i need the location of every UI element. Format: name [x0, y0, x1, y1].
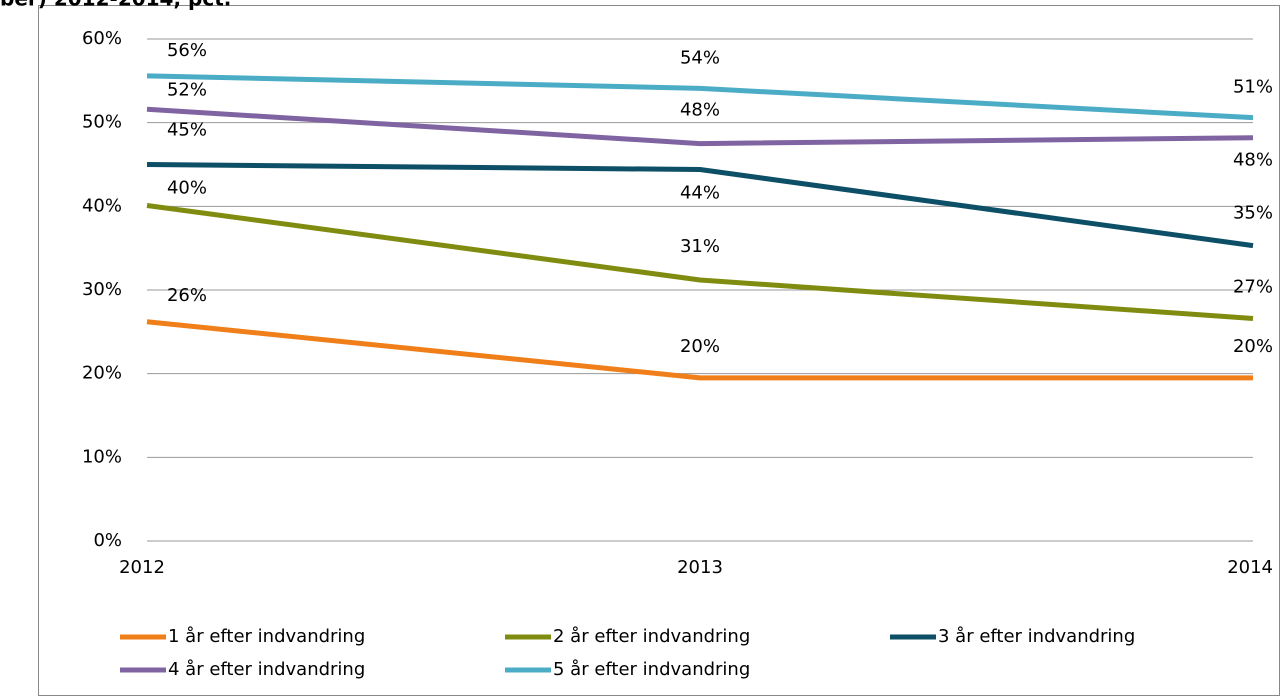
x-tick-label: 2013	[677, 557, 723, 578]
x-tick-label: 2014	[1227, 557, 1273, 578]
data-label: 44%	[680, 183, 720, 204]
data-label: 20%	[1233, 336, 1273, 357]
y-tick-label: 40%	[82, 195, 122, 216]
legend-label: 2 år efter indvandring	[553, 626, 750, 647]
y-tick-label: 10%	[82, 446, 122, 467]
data-label: 31%	[680, 236, 720, 257]
data-label: 20%	[680, 336, 720, 357]
data-label: 51%	[1233, 77, 1273, 98]
chart-frame	[38, 5, 1280, 696]
data-label: 52%	[167, 79, 207, 100]
data-label: 45%	[167, 120, 207, 141]
x-tick-label: 2012	[119, 557, 165, 578]
legend-label: 5 år efter indvandring	[553, 659, 750, 680]
legend-label: 4 år efter indvandring	[168, 659, 365, 680]
legend-label: 3 år efter indvandring	[938, 626, 1135, 647]
data-label: 26%	[167, 285, 207, 306]
series-line	[146, 162, 1254, 249]
data-label: 35%	[1233, 203, 1273, 224]
y-tick-label: 50%	[82, 112, 122, 133]
data-label: 48%	[680, 100, 720, 121]
y-tick-label: 30%	[82, 279, 122, 300]
y-tick-label: 0%	[93, 530, 122, 551]
series-line	[146, 73, 1254, 121]
data-label: 27%	[1233, 276, 1273, 297]
series-line	[146, 319, 1253, 381]
series-line	[146, 203, 1254, 321]
data-label: 54%	[680, 47, 720, 68]
data-label: 56%	[167, 40, 207, 61]
legend-label: 1 år efter indvandring	[168, 626, 365, 647]
chart-title: ber) 2012-2014, pct.	[0, 0, 231, 11]
y-tick-label: 20%	[82, 363, 122, 384]
data-label: 48%	[1233, 150, 1273, 171]
data-label: 40%	[167, 177, 207, 198]
series-line	[146, 106, 1254, 147]
y-tick-label: 60%	[82, 28, 122, 49]
